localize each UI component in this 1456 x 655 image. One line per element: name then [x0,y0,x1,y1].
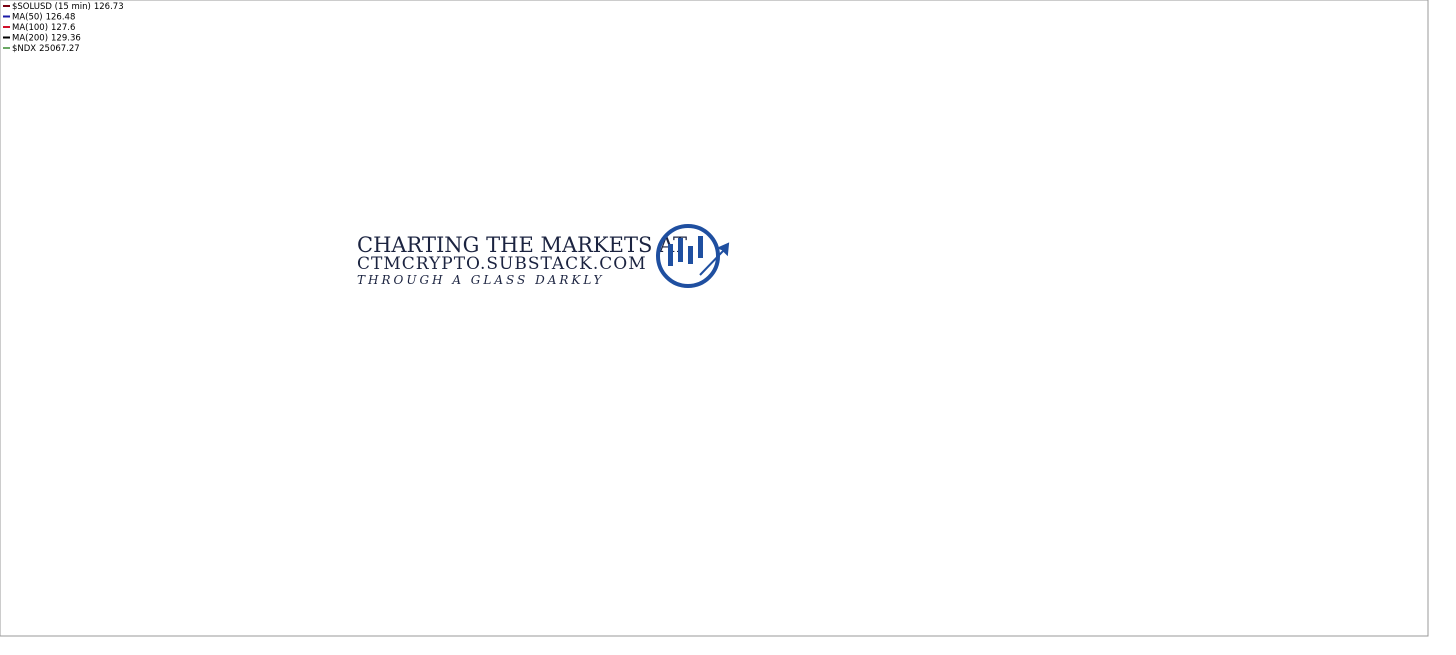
legend-entry: MA(50) 126.48 [12,13,75,23]
watermark: CHARTING THE MARKETS AT CTMCRYPTO.SUBSTA… [357,224,730,288]
plot-frame [0,0,1429,637]
watermark-line: CHARTING THE MARKETS AT [357,233,687,257]
legend-entry: $SOLUSD (15 min) 126.73 [12,2,124,12]
legend-value: 126.73 [94,2,124,12]
legend-value: 126.48 [46,13,76,23]
legend-entry: $NDX 25067.27 [12,44,80,54]
legend-entry: MA(100) 127.6 [12,23,75,33]
legend-value: 25067.27 [39,44,80,54]
legend-name: MA(200) [12,34,48,44]
legend-entry: MA(200) 129.36 [12,34,81,44]
watermark-line: THROUGH A GLASS DARKLY [357,273,604,287]
logo [656,224,730,288]
legend-value: 127.6 [51,23,75,33]
watermark-line: CTMCRYPTO.SUBSTACK.COM [357,254,647,274]
legend-name: $SOLUSD (15 min) [12,2,91,12]
legend-name: $NDX [12,44,36,54]
legend-name: MA(50) [12,13,43,23]
legend-name: MA(100) [12,23,48,33]
legend-value: 129.36 [51,34,81,44]
